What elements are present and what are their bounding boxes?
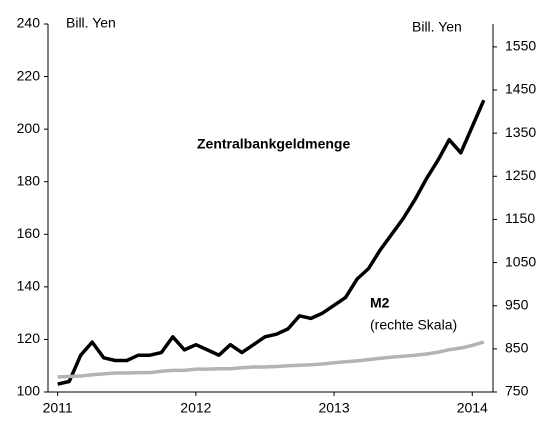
- series-label: M2: [370, 295, 390, 311]
- x-tick-label: 2014: [457, 400, 488, 416]
- y-tick-label: 180: [17, 172, 41, 188]
- y2-tick-label: 1150: [505, 210, 535, 226]
- y2-tick-label: 1550: [505, 38, 536, 54]
- series-line: [57, 99, 486, 386]
- annotation: (rechte Skala): [370, 317, 457, 333]
- y-axis-label: Bill. Yen: [66, 15, 116, 31]
- y2-tick-label: 1450: [505, 81, 536, 97]
- y2-tick-label: 1350: [505, 124, 536, 140]
- y-tick-label: 200: [17, 120, 41, 136]
- y-tick-label: 120: [17, 330, 41, 346]
- series-label: Zentralbankgeldmenge: [197, 136, 350, 152]
- y-tick-label: 160: [17, 225, 41, 241]
- y2-tick-label: 1250: [505, 167, 536, 183]
- y-tick-label: 240: [17, 15, 41, 31]
- y2-axis-label: Bill. Yen: [412, 19, 462, 35]
- x-tick-label: 2012: [180, 400, 211, 416]
- y2-tick-label: 1050: [505, 253, 536, 269]
- y2-tick-label: 850: [505, 340, 529, 356]
- y-tick-label: 140: [17, 278, 41, 294]
- y-tick-label: 220: [17, 67, 41, 83]
- series-line: [57, 340, 485, 379]
- y2-tick-label: 750: [505, 383, 529, 399]
- x-tick-label: 2011: [43, 400, 73, 416]
- x-tick-label: 2013: [318, 400, 349, 416]
- y2-tick-label: 950: [505, 296, 529, 312]
- y-tick-label: 100: [17, 383, 41, 399]
